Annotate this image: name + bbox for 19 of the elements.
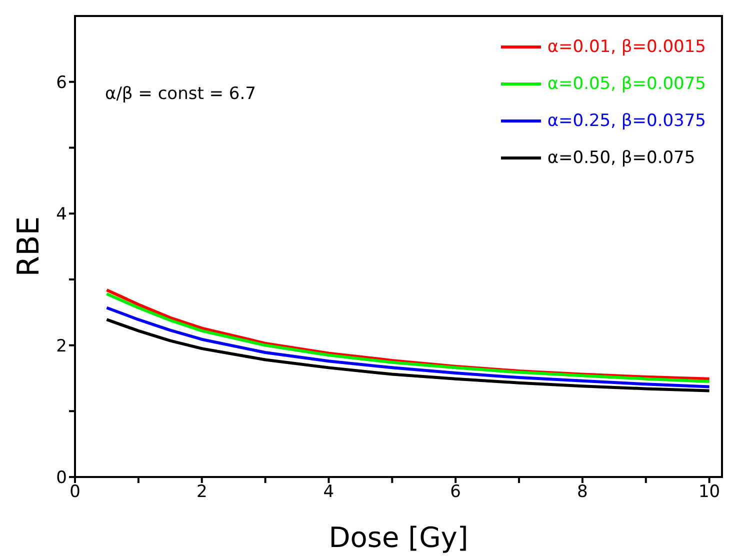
y-tick-label: 4 bbox=[56, 204, 67, 225]
x-tick-label: 10 bbox=[698, 482, 720, 502]
annotation: α/β = const = 6.7 bbox=[105, 84, 256, 104]
y-tick-label: 0 bbox=[56, 468, 67, 488]
line-series bbox=[105, 318, 711, 392]
y-tick-label: 6 bbox=[56, 72, 67, 93]
x-tick-label: 0 bbox=[70, 482, 80, 502]
x-axis-title: Dose [Gy] bbox=[328, 521, 468, 554]
x-tick-label: 8 bbox=[577, 482, 588, 502]
x-tick-label: 4 bbox=[323, 482, 334, 502]
legend-label: α=0.25, β=0.0375 bbox=[547, 110, 706, 130]
y-axis-title: RBE bbox=[12, 216, 47, 277]
x-tick-label: 2 bbox=[196, 482, 208, 502]
legend-label: α=0.05, β=0.0075 bbox=[547, 74, 706, 94]
y-tick-label: 2 bbox=[56, 336, 67, 356]
line-series bbox=[105, 306, 711, 388]
legend-label: α=0.01, β=0.0015 bbox=[547, 36, 706, 56]
x-tick-label: 6 bbox=[450, 482, 461, 502]
legend-label: α=0.50, β=0.075 bbox=[547, 148, 696, 168]
